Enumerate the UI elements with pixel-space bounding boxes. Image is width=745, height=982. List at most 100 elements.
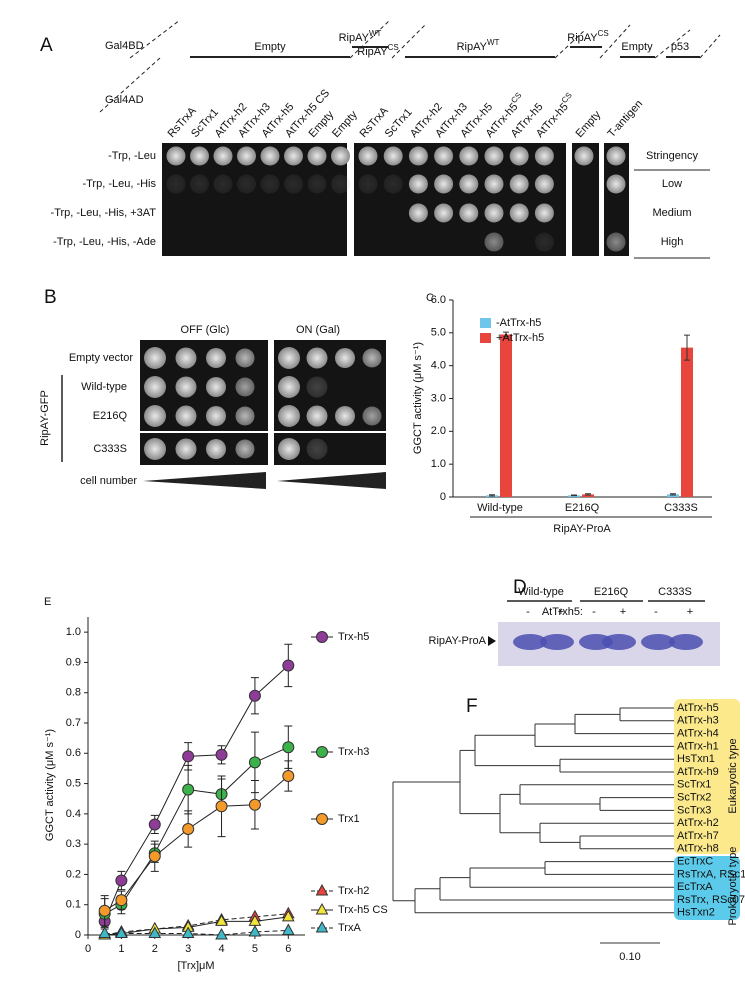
medium-label: -Trp, -Leu	[108, 150, 156, 162]
yeast-spot	[175, 405, 197, 427]
clade-label: Eukaryotic type	[727, 738, 739, 813]
leaf-label: EcTrxC	[677, 856, 713, 868]
yeast-spot	[206, 348, 226, 368]
point	[148, 926, 162, 938]
ad-column-label: T-antigen	[605, 98, 645, 140]
stringency-label: Low	[662, 178, 682, 190]
point	[98, 904, 111, 917]
legend-label: TrxA	[338, 922, 361, 934]
point	[215, 748, 228, 761]
x-tick-label: E216Q	[565, 502, 600, 514]
panel-label: B	[44, 287, 57, 308]
legend-label: -AtTrx-h5	[496, 317, 541, 329]
leaf-label: ScTrx2	[677, 792, 711, 804]
yeast-spot	[606, 146, 626, 166]
leaf-label: EcTrxA	[677, 881, 713, 893]
bd-group-label: RipAYCS	[567, 29, 609, 44]
yeast-spot	[284, 174, 303, 194]
bd-group-label: Empty	[254, 41, 286, 53]
point	[182, 750, 195, 763]
yeast-spot	[175, 376, 197, 398]
stringency-label: High	[661, 236, 684, 248]
yeast-spot	[175, 347, 197, 369]
yeast-spot	[190, 146, 209, 166]
yeast-spot	[235, 439, 255, 459]
gel-band	[669, 634, 703, 650]
leaf-label: AtTrx-h9	[677, 766, 719, 778]
y-tick-label: 0	[440, 491, 446, 503]
row-label: Empty vector	[69, 352, 134, 364]
legend-label: Trx1	[338, 813, 360, 825]
y-tick-label: 1.0	[66, 626, 81, 638]
leaf-label: AtTrx-h4	[677, 728, 719, 740]
stringency-label: Medium	[652, 207, 691, 219]
leaf-label: HsTxn2	[677, 907, 715, 919]
y-tick-label: 6.0	[431, 294, 446, 306]
bd-group-label: RipAYWT	[457, 38, 500, 53]
yeast-spot	[362, 348, 382, 368]
point	[148, 850, 161, 863]
x-tick-label: Wild-type	[477, 502, 523, 514]
ad-column-label-main: Empty	[573, 108, 603, 140]
yeast-spot	[206, 377, 226, 397]
yeast-spot	[484, 174, 504, 194]
gel-band	[540, 634, 574, 650]
point	[115, 894, 128, 907]
yeast-spot	[260, 174, 280, 194]
legend-marker	[315, 902, 329, 915]
bd-group-label-sup: WT	[487, 38, 500, 47]
leaf-label: AtTrx-h5	[677, 702, 719, 714]
yeast-spot	[235, 406, 255, 426]
y-axis-label: GGCT activity (μM s⁻¹)	[44, 729, 56, 841]
y-axis-label: GGCT activity (μM s⁻¹)	[412, 342, 424, 454]
clade-box	[674, 699, 740, 854]
yeast-spot	[235, 348, 255, 368]
stringency-label: Stringency	[646, 150, 698, 162]
yeast-spot	[534, 146, 554, 166]
leaf-label: RsTrx, RSc0779	[677, 894, 745, 906]
medium-label: -Trp, -Leu, -His, -Ade	[53, 236, 156, 248]
legend-marker	[315, 920, 329, 933]
dilution-label: cell number	[80, 475, 137, 487]
series-line	[104, 775, 289, 912]
x-tick-label: 3	[185, 943, 191, 955]
yeast-spot	[260, 146, 280, 166]
yeast-spot	[434, 146, 454, 166]
group-label: C333S	[658, 586, 692, 598]
y-tick-label: 2.0	[431, 425, 446, 437]
bd-group-label-main: Empty	[621, 41, 653, 53]
error-bar	[585, 493, 591, 496]
yeast-spot	[606, 174, 626, 194]
error-bar	[670, 493, 676, 496]
bd-group-label-main: Empty	[254, 41, 286, 53]
yeast-spot	[144, 347, 166, 369]
point	[248, 689, 261, 702]
yeast-spot	[509, 174, 529, 194]
divider	[129, 19, 181, 59]
condition-label: ON (Gal)	[296, 324, 340, 336]
divider	[391, 24, 426, 59]
point	[115, 874, 128, 887]
leaf-label: AtTrx-h7	[677, 830, 719, 842]
scale-label: 0.10	[619, 951, 640, 963]
x-tick-label: 4	[218, 943, 224, 955]
legend-label: Trx-h2	[338, 885, 369, 897]
leaf-label: AtTrx-h2	[677, 817, 719, 829]
legend-label: +AtTrx-h5	[496, 332, 544, 344]
x-tick-label: C333S	[664, 502, 698, 514]
yeast-spot	[335, 348, 355, 368]
yeast-spot	[534, 203, 554, 223]
ad-column-label-main: Empty	[330, 108, 360, 140]
yeast-spot	[166, 174, 186, 194]
y-tick-label: 0.9	[66, 656, 81, 668]
lane-label: +	[558, 606, 564, 618]
leaf-label: RsTrxA, RSc1188	[677, 868, 745, 880]
series-line	[104, 746, 289, 915]
legend-label: Trx-h5	[338, 631, 369, 643]
bd-group-label-sup: WT	[369, 29, 382, 38]
gel-band	[513, 634, 547, 650]
x-tick-label: 2	[152, 943, 158, 955]
band-label: RipAY-ProA	[429, 635, 487, 647]
y-tick-label: 0.1	[66, 899, 81, 911]
x-tick-label: 1	[118, 943, 124, 955]
